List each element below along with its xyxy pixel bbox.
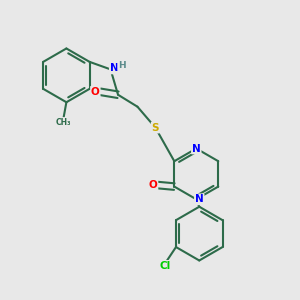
Text: S: S (152, 123, 159, 133)
Text: H: H (118, 61, 126, 70)
Text: N: N (195, 194, 204, 204)
Text: N: N (110, 64, 118, 74)
Text: O: O (91, 87, 100, 97)
Text: O: O (149, 180, 158, 190)
Text: Cl: Cl (160, 261, 171, 271)
Text: N: N (192, 143, 201, 154)
Text: CH₃: CH₃ (56, 118, 71, 127)
